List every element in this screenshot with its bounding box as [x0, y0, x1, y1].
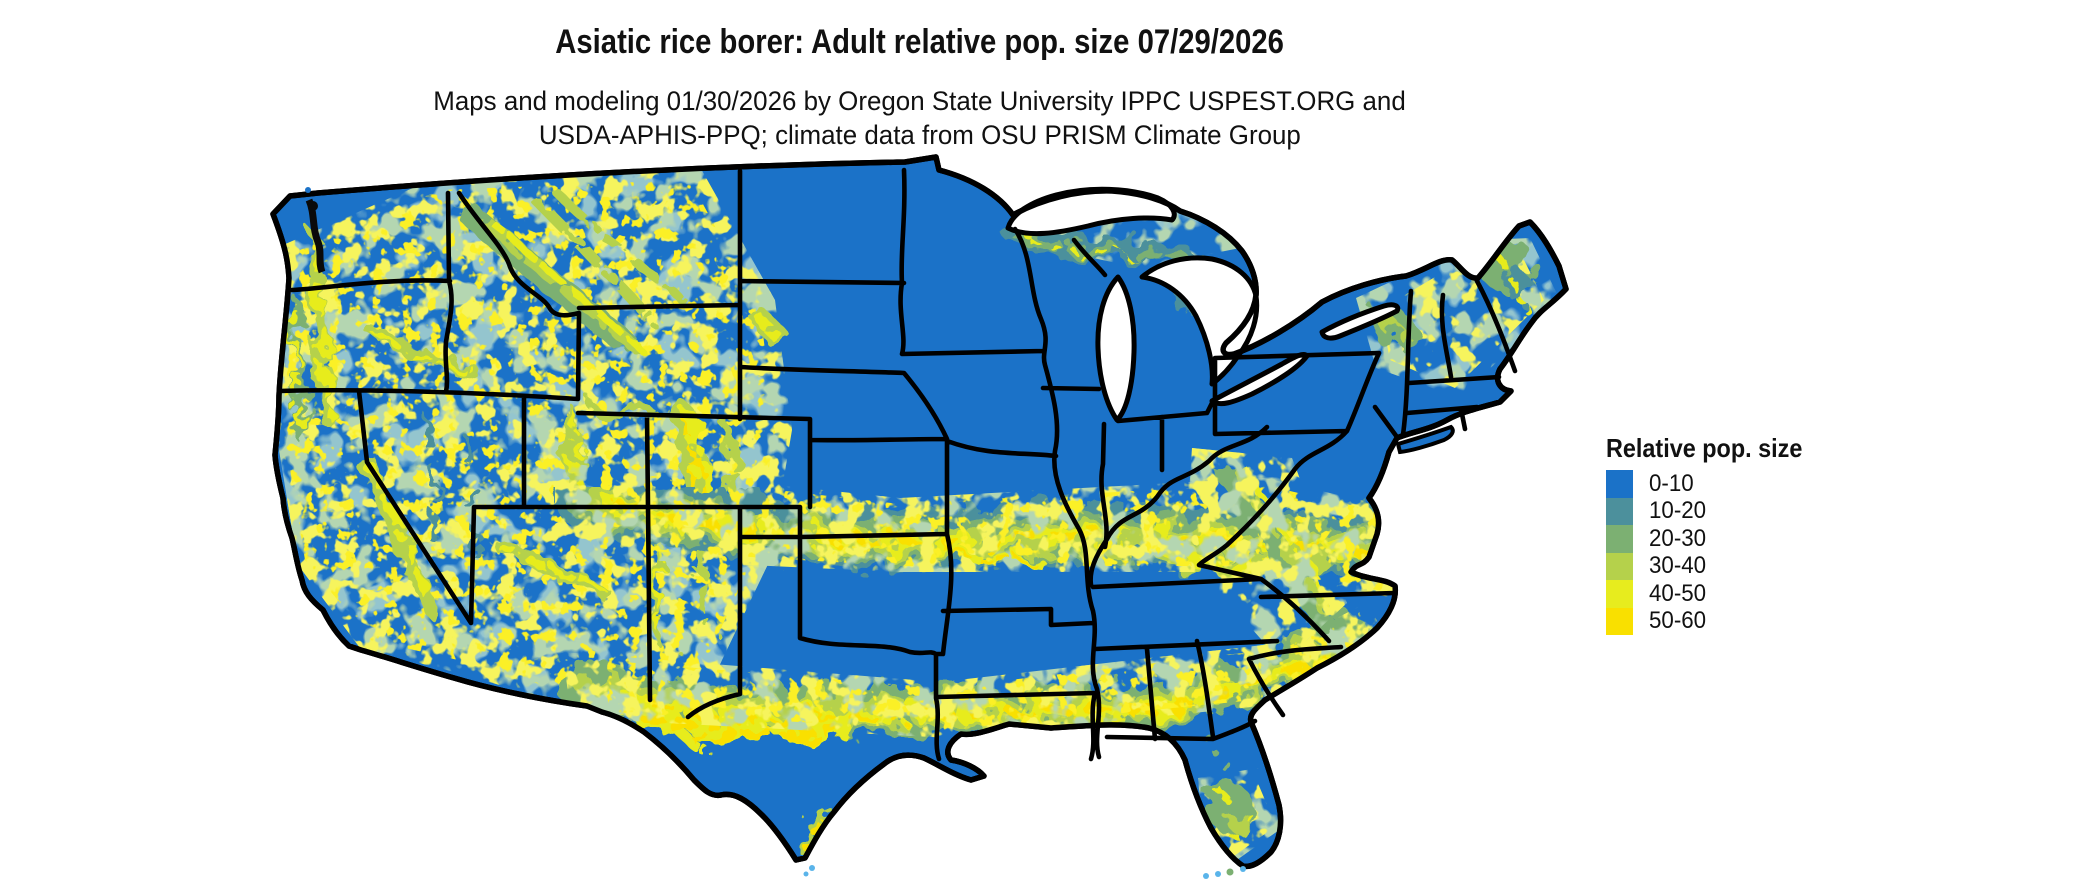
- legend-item: 40-50: [1606, 580, 1824, 608]
- page-title: Asiatic rice borer: Adult relative pop. …: [0, 22, 1840, 62]
- legend-label: 30-40: [1649, 552, 1707, 580]
- legend-swatch: [1606, 497, 1633, 525]
- map-subtitle: Maps and modeling 01/30/2026 by Oregon S…: [0, 84, 1840, 152]
- legend-swatch: [1606, 580, 1633, 608]
- legend-item: 0-10: [1606, 470, 1824, 498]
- southern-band-speckles: [562, 602, 1392, 738]
- page-title-text: Asiatic rice borer: Adult relative pop. …: [555, 23, 1285, 61]
- legend: Relative pop. size 0-10 10-20 20-30 30-4…: [1606, 434, 1824, 635]
- west-mountain-ridges: [289, 193, 746, 757]
- lake-ontario: [1319, 302, 1401, 341]
- legend-swatch: [1606, 552, 1633, 580]
- legend-label: 40-50: [1649, 579, 1707, 607]
- puget-sound: [305, 198, 326, 274]
- legend-title: Relative pop. size: [1606, 433, 1803, 463]
- map-subtitle-line1: Maps and modeling 01/30/2026 by Oregon S…: [433, 86, 1407, 116]
- coastal-details: [305, 187, 1455, 879]
- legend-label: 0-10: [1649, 469, 1694, 497]
- legend-swatch: [1606, 525, 1633, 553]
- legend-label: 20-30: [1649, 524, 1707, 552]
- legend-item: 30-40: [1606, 552, 1824, 580]
- west-mottle-speckles: [273, 167, 792, 716]
- legend-label: 50-60: [1649, 607, 1707, 635]
- legend-item: 10-20: [1606, 497, 1824, 525]
- legend-item: 50-60: [1606, 607, 1824, 635]
- florida-patches: [1208, 738, 1256, 840]
- vancouver-island-pixel: [305, 187, 311, 193]
- florida-keys: [803, 865, 1246, 879]
- misc-patches: [758, 318, 1047, 567]
- map-subtitle-line2: USDA-APHIS-PPQ; climate data from OSU PR…: [539, 120, 1301, 150]
- long-island: [1395, 424, 1455, 455]
- puget-sound-inlet: [308, 201, 318, 211]
- legend-item: 20-30: [1606, 525, 1824, 553]
- legend-label: 10-20: [1649, 497, 1707, 525]
- legend-swatch: [1606, 470, 1633, 498]
- state-borders: [277, 167, 1518, 762]
- appalachian-speckles: [1185, 448, 1347, 663]
- legend-swatch: [1606, 607, 1633, 635]
